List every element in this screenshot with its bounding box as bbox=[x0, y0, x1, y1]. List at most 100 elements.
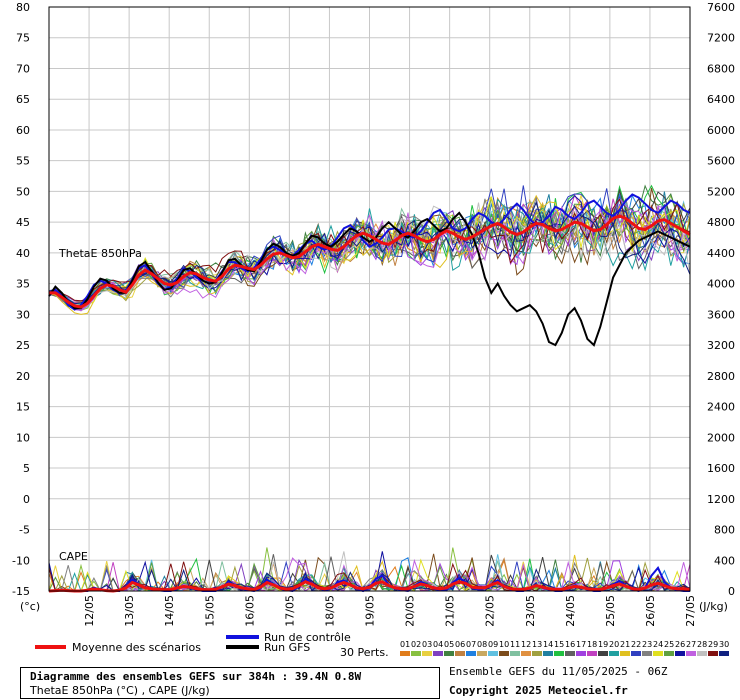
right-tick-label: 400 bbox=[714, 554, 735, 567]
left-tick-label: 45 bbox=[16, 216, 30, 229]
left-tick-label: 20 bbox=[16, 370, 30, 383]
pert-legend-swatch bbox=[455, 651, 465, 656]
gfs-legend-label: Run GFS bbox=[264, 641, 310, 654]
x-tick-label: 12/05 bbox=[83, 595, 96, 627]
pert-legend-number: 07 bbox=[466, 640, 476, 649]
thetae-annotation: ThetaE 850hPa bbox=[58, 247, 142, 260]
right-tick-label: 6800 bbox=[707, 62, 735, 75]
left-tick-label: 0 bbox=[23, 493, 30, 506]
pert-legend-number: 27 bbox=[686, 640, 696, 649]
left-tick-label: 70 bbox=[16, 62, 30, 75]
left-tick-label: -5 bbox=[19, 524, 30, 537]
right-tick-label: 2000 bbox=[707, 431, 735, 444]
right-tick-label: 6000 bbox=[707, 124, 735, 137]
pert-legend-number: 02 bbox=[411, 640, 421, 649]
pert-legend-swatch bbox=[488, 651, 498, 656]
perturbation-line bbox=[48, 195, 691, 308]
pert-legend-number: 06 bbox=[455, 640, 465, 649]
perturbation-line bbox=[48, 194, 691, 315]
pert-legend-number: 04 bbox=[433, 640, 443, 649]
pert-legend-number: 10 bbox=[499, 640, 509, 649]
mean-legend-label: Moyenne des scénarios bbox=[72, 641, 201, 654]
pert-legend-number: 15 bbox=[554, 640, 564, 649]
left-tick-label: 75 bbox=[16, 32, 30, 45]
pert-legend-swatch bbox=[642, 651, 652, 656]
right-tick-label: 7600 bbox=[707, 1, 735, 14]
title-box bbox=[20, 667, 440, 699]
pert-legend-swatch bbox=[620, 651, 630, 656]
pert-legend-swatch bbox=[664, 651, 674, 656]
pert-legend-number: 11 bbox=[510, 640, 520, 649]
x-tick-label: 14/05 bbox=[163, 595, 176, 627]
right-tick-label: 7200 bbox=[707, 32, 735, 45]
left-tick-label: 65 bbox=[16, 93, 30, 106]
left-tick-label: 40 bbox=[16, 247, 30, 260]
right-tick-label: 1600 bbox=[707, 462, 735, 475]
left-tick-label: 55 bbox=[16, 155, 30, 168]
x-tick-label: 25/05 bbox=[604, 595, 617, 627]
pert-legend-number: 20 bbox=[609, 640, 619, 649]
x-tick-label: 26/05 bbox=[644, 595, 657, 627]
pert-legend-swatch bbox=[675, 651, 685, 656]
main-lines bbox=[48, 193, 691, 593]
x-tick-label: 13/05 bbox=[123, 595, 136, 627]
right-tick-label: 5600 bbox=[707, 155, 735, 168]
x-tick-label: 18/05 bbox=[323, 595, 336, 627]
pert-legend-swatch bbox=[422, 651, 432, 656]
pert-legend-number: 03 bbox=[422, 640, 432, 649]
copyright: Copyright 2025 Meteociel.fr bbox=[449, 684, 628, 697]
x-tick-label: 17/05 bbox=[283, 595, 296, 627]
right-tick-label: 0 bbox=[728, 585, 735, 598]
left-tick-label: 80 bbox=[16, 1, 30, 14]
perts-legend-label: 30 Perts. bbox=[340, 646, 389, 659]
pert-legend-swatch bbox=[587, 651, 597, 656]
mean-line bbox=[49, 214, 691, 309]
pert-legend-swatch bbox=[576, 651, 586, 656]
left-tick-label: 25 bbox=[16, 339, 30, 352]
x-tick-label: 16/05 bbox=[243, 595, 256, 627]
pert-legend-swatch bbox=[697, 651, 707, 656]
pert-legend-number: 24 bbox=[653, 640, 663, 649]
pert-legend-number: 13 bbox=[532, 640, 542, 649]
pert-legend-swatch bbox=[532, 651, 542, 656]
pert-legend-number: 23 bbox=[642, 640, 652, 649]
pert-legend-swatch bbox=[554, 651, 564, 656]
right-tick-label: 4000 bbox=[707, 278, 735, 291]
chart-subtitle: ThetaE 850hPa (°C) , CAPE (J/kg) bbox=[29, 684, 210, 697]
pert-legend-number: 01 bbox=[400, 640, 410, 649]
right-tick-label: 2400 bbox=[707, 401, 735, 414]
pert-legend-number: 05 bbox=[444, 640, 454, 649]
x-tick-label: 22/05 bbox=[484, 595, 497, 627]
pert-legend-swatch bbox=[598, 651, 608, 656]
left-tick-label: 60 bbox=[16, 124, 30, 137]
right-tick-label: 3600 bbox=[707, 308, 735, 321]
pert-legend-number: 28 bbox=[697, 640, 707, 649]
pert-legend-swatch bbox=[543, 651, 553, 656]
pert-legend-number: 26 bbox=[675, 640, 685, 649]
pert-legend-number: 17 bbox=[576, 640, 586, 649]
pert-legend-number: 16 bbox=[565, 640, 575, 649]
cape-annotation: CAPE bbox=[59, 550, 88, 563]
x-tick-label: 23/05 bbox=[524, 595, 537, 627]
pert-legend-number: 18 bbox=[587, 640, 597, 649]
pert-legend-number: 19 bbox=[598, 640, 608, 649]
pert-legend-swatch bbox=[433, 651, 443, 656]
pert-legend-swatch bbox=[521, 651, 531, 656]
left-tick-label: 50 bbox=[16, 185, 30, 198]
x-tick-label: 24/05 bbox=[564, 595, 577, 627]
pert-legend-swatch bbox=[444, 651, 454, 656]
pert-legend-swatch bbox=[686, 651, 696, 656]
left-tick-label: -15 bbox=[12, 585, 30, 598]
x-tick-label: 20/05 bbox=[404, 595, 417, 627]
x-tick-label: 21/05 bbox=[444, 595, 457, 627]
pert-legend-swatch bbox=[499, 651, 509, 656]
pert-legend-number: 08 bbox=[477, 640, 487, 649]
cape-mean-line bbox=[48, 580, 691, 593]
pert-legend-number: 09 bbox=[488, 640, 498, 649]
pert-legend-swatch bbox=[631, 651, 641, 656]
pert-legend-swatch bbox=[609, 651, 619, 656]
left-tick-label: 10 bbox=[16, 431, 30, 444]
right-tick-label: 800 bbox=[714, 524, 735, 537]
